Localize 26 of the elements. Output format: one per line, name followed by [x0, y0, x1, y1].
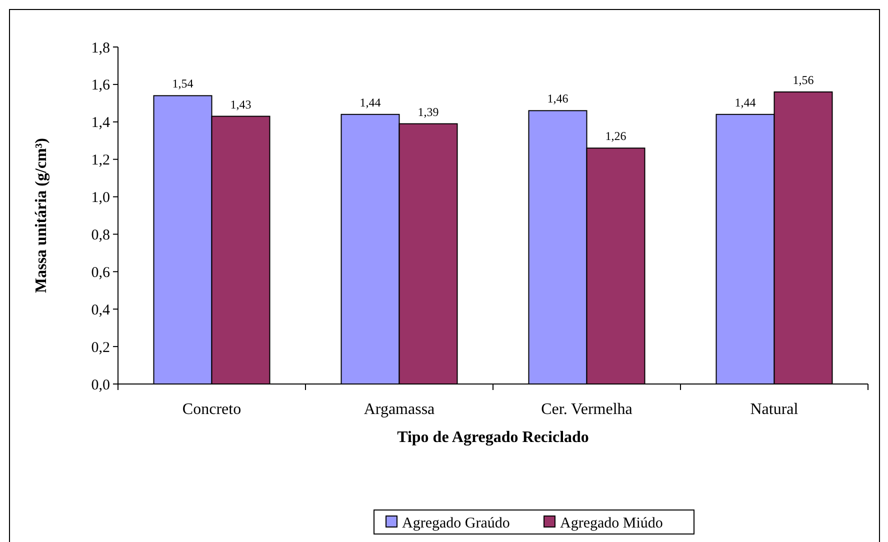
x-tick-label: Natural: [750, 401, 799, 418]
data-label: 1,26: [605, 129, 626, 144]
data-label: 1,44: [734, 95, 756, 110]
y-tick-label: 1,8: [91, 40, 110, 56]
y-tick-label: 0,2: [91, 340, 110, 356]
y-tick-label: 1,4: [91, 115, 110, 132]
data-label: 1,46: [547, 92, 568, 106]
legend-label: Agregado Graúdo: [402, 515, 510, 532]
data-label: 1,43: [230, 97, 252, 112]
legend-label: Agregado Miúdo: [560, 515, 663, 532]
y-tick-label: 0,8: [91, 227, 110, 244]
y-tick-label: 1,2: [91, 152, 110, 169]
y-tick-label: 1,0: [91, 190, 110, 206]
x-tick-label: Argamassa: [364, 401, 435, 418]
y-tick-label: 0,0: [91, 377, 110, 394]
y-tick-label: 0,6: [91, 264, 110, 281]
data-label: 1,44: [360, 95, 381, 110]
y-axis-title: Massa unitária (g/cm³): [33, 138, 50, 293]
data-label: 1,39: [418, 104, 439, 119]
x-axis-title: Tipo de Agregado Reciclado: [397, 429, 589, 446]
x-tick-label: Concreto: [182, 401, 242, 418]
x-tick-label: Cer. Vermelha: [541, 401, 632, 418]
y-tick-label: 1,6: [91, 78, 110, 94]
y-tick-label: 0,4: [91, 302, 110, 318]
data-label: 1,56: [792, 72, 814, 87]
data-label: 1,54: [172, 76, 194, 91]
